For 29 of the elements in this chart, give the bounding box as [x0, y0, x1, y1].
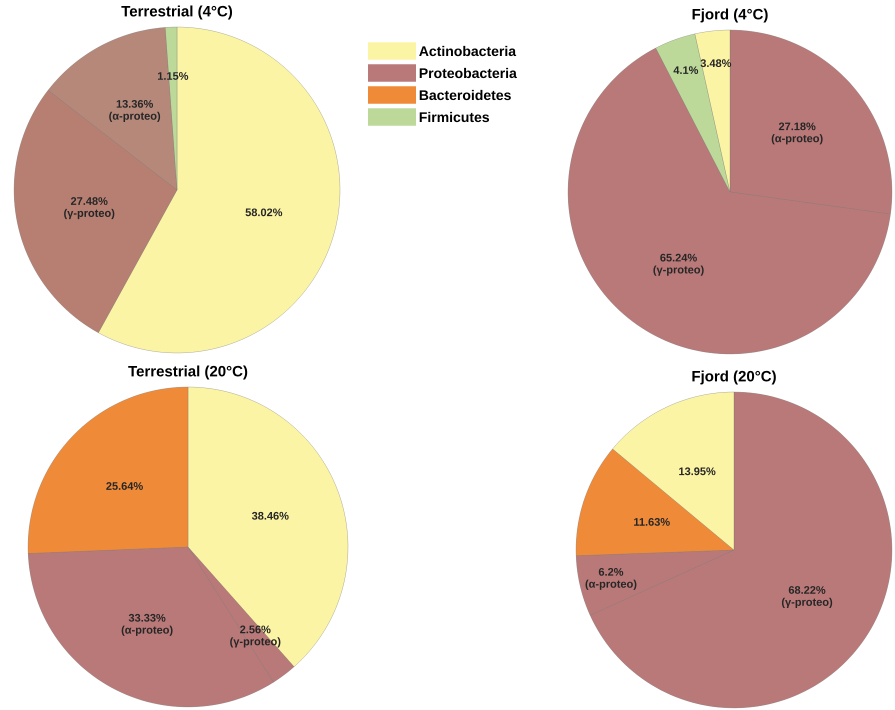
category-label: Firmicutes	[420, 112, 490, 122]
chart-title: Terrestrial (4°C)	[121, 5, 232, 20]
data-label: 27.18%	[778, 122, 816, 130]
slice-label: (α-proteo)	[586, 580, 636, 590]
slice-label: (γ-proteo)	[782, 598, 832, 608]
slice-label: (γ-proteo)	[653, 265, 704, 276]
data-label: 65.24%	[660, 254, 697, 262]
data-label: 33.33%	[128, 614, 166, 622]
data-label: 11.63%	[634, 518, 670, 526]
category-label: Bacteroidetes	[420, 90, 511, 100]
data-label: 25.64%	[106, 482, 143, 490]
category-label: Proteobacteria	[420, 68, 517, 78]
category-label: Actinobacteria	[419, 46, 516, 56]
data-label: 13.95%	[679, 467, 716, 476]
data-label: 68.22%	[788, 586, 826, 594]
data-label: 6.2%	[598, 568, 624, 576]
data-label: 38.46%	[252, 512, 289, 520]
data-label: 27.48%	[70, 197, 108, 205]
chart-title: Fjord (20°C)	[692, 370, 776, 384]
data-label: 13.36%	[116, 100, 154, 108]
slice-label: (α-proteo)	[109, 112, 160, 122]
slice-label: (γ-proteo)	[64, 208, 114, 220]
data-label: 4.1%	[674, 66, 698, 74]
slice-label: (α-proteo)	[772, 134, 823, 144]
data-label: 1.15%	[158, 72, 188, 80]
data-label: 58.02%	[246, 208, 282, 216]
chart-title: Fjord (4°C)	[692, 8, 768, 22]
chart-title: Terrestrial (20°C)	[128, 365, 248, 380]
slice-label: (α-proteo)	[122, 626, 173, 636]
